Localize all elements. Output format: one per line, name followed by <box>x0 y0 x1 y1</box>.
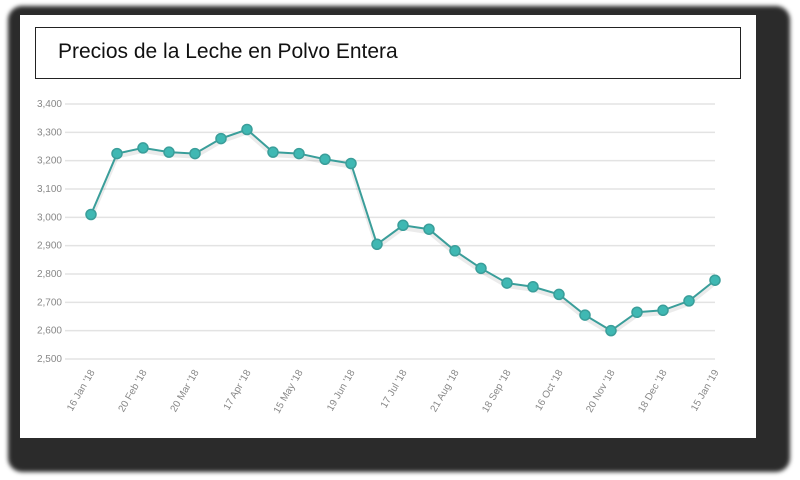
x-tick-label: 16 Jan '18 <box>65 368 98 414</box>
data-point <box>267 146 279 158</box>
chart-panel <box>20 15 756 438</box>
y-tick-label: 2,900 <box>37 241 62 252</box>
chart-title: Precios de la Leche en Polvo Entera <box>58 40 398 63</box>
x-tick-label: 15 May '18 <box>272 368 306 416</box>
x-tick-label: 17 Apr '18 <box>222 368 254 413</box>
data-point <box>345 157 357 170</box>
y-tick-label: 2,500 <box>37 354 62 365</box>
data-point <box>241 123 253 136</box>
data-point <box>111 147 123 160</box>
data-point <box>501 277 513 289</box>
data-point <box>189 147 201 160</box>
x-tick-label: 20 Nov '18 <box>584 368 617 415</box>
y-tick-label: 3,300 <box>37 127 62 138</box>
data-point <box>553 288 565 301</box>
y-tick-label: 3,000 <box>37 212 62 223</box>
y-tick-label: 2,700 <box>37 297 62 308</box>
y-tick-label: 2,600 <box>37 326 62 337</box>
title-box: Precios de la Leche en Polvo Entera <box>35 27 741 79</box>
data-point <box>631 306 643 318</box>
data-point <box>683 295 695 307</box>
x-tick-label: 21 Aug '18 <box>429 368 462 415</box>
x-tick-label: 19 Jun '18 <box>325 368 358 414</box>
data-point <box>475 262 487 275</box>
data-point <box>709 274 721 286</box>
x-tick-label: 18 Dec '18 <box>636 368 669 415</box>
x-tick-label: 15 Jan '19 <box>689 368 722 414</box>
line-shadow <box>89 130 717 337</box>
y-tick-label: 3,400 <box>37 99 62 110</box>
x-tick-label: 20 Feb '18 <box>117 368 150 415</box>
data-point <box>319 153 331 165</box>
x-tick-label: 17 Jul '18 <box>379 368 410 411</box>
x-tick-label: 20 Mar '18 <box>169 368 202 415</box>
y-tick-label: 3,100 <box>37 184 62 195</box>
y-tick-label: 3,200 <box>37 156 62 167</box>
data-point <box>605 324 617 337</box>
data-point <box>527 281 539 293</box>
data-point <box>657 304 669 317</box>
data-point <box>449 245 461 257</box>
y-tick-label: 2,800 <box>37 269 62 280</box>
data-point <box>397 219 409 232</box>
data-point <box>137 142 149 154</box>
data-point <box>423 223 435 235</box>
data-point <box>163 146 175 158</box>
x-tick-label: 18 Sep '18 <box>480 368 513 415</box>
x-tick-label: 16 Oct '18 <box>533 368 565 413</box>
data-point <box>85 208 97 221</box>
data-point <box>579 309 591 321</box>
data-point <box>215 132 227 145</box>
data-point <box>293 147 305 160</box>
data-point <box>371 238 383 250</box>
